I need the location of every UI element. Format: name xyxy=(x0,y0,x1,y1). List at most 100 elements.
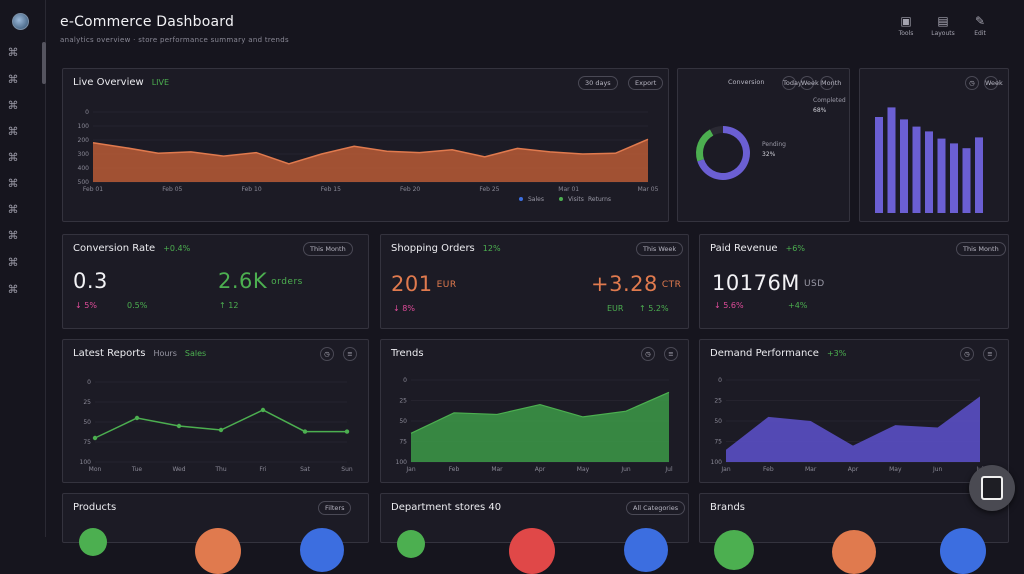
y-tick-label: 75 xyxy=(399,439,407,446)
trend-menu-button[interactable]: ≡ xyxy=(664,347,678,361)
legend-visits: Visits xyxy=(568,196,584,203)
brand-circle-blue[interactable] xyxy=(940,528,986,574)
conversion-val1: 68% xyxy=(813,107,827,114)
weekly-menu-button[interactable]: Week xyxy=(984,76,1003,90)
department-circle-red[interactable] xyxy=(509,528,555,574)
header-edit-button[interactable]: ✎ Edit xyxy=(962,12,998,37)
trend-title: Trends xyxy=(391,348,424,359)
notebook-icon xyxy=(981,476,1003,500)
trend-info-button[interactable]: ◷ xyxy=(641,347,655,361)
sidebar-item-marketing-icon[interactable]: ⌘ xyxy=(7,203,19,216)
edit-icon: ✎ xyxy=(974,14,986,28)
x-tick-label: Sat xyxy=(300,466,310,473)
layout-icon: ▤ xyxy=(937,14,949,28)
bar-0 xyxy=(875,117,883,213)
stat2-currency: EUR xyxy=(607,304,624,313)
x-tick-label: Jul xyxy=(664,466,673,473)
x-tick-label: Feb xyxy=(449,466,460,473)
trend-area xyxy=(411,392,669,462)
overview-range-button[interactable]: 30 days xyxy=(578,76,618,90)
y-tick-label: 50 xyxy=(83,419,91,426)
department-circle-green[interactable] xyxy=(397,530,425,558)
bar-3 xyxy=(912,126,921,213)
weekly-info-button[interactable]: ◷ xyxy=(965,76,979,90)
stat3-change: +4% xyxy=(788,301,808,310)
y-tick-label: 25 xyxy=(714,398,722,405)
floating-notebook-button[interactable] xyxy=(969,465,1015,511)
y-tick-label: 100 xyxy=(80,459,92,466)
overview-export-button[interactable]: Export xyxy=(628,76,664,90)
brand-circle-green[interactable] xyxy=(714,530,754,570)
x-tick-label: May xyxy=(577,466,590,473)
page-title: e-Commerce Dashboard xyxy=(60,14,235,30)
line-point-4 xyxy=(260,407,266,413)
conversion-today-button[interactable]: Today xyxy=(782,76,802,90)
overview-area xyxy=(93,139,648,182)
latest-reports-panel: Latest Reports Hours Sales ◷ ≡ 100 75 50 25 0 M… xyxy=(62,339,369,483)
y-tick-label: 0 xyxy=(403,377,407,384)
stat3-title: Paid Revenue +6% xyxy=(710,243,805,254)
product-circle-blue[interactable] xyxy=(300,528,344,572)
department-circle-blue[interactable] xyxy=(624,528,668,572)
conversion-month-button[interactable]: Month xyxy=(820,76,841,90)
sidebar-scrollbar[interactable] xyxy=(42,42,46,84)
product-circle-green[interactable] xyxy=(79,528,107,556)
products-panel: Products Filters xyxy=(62,493,369,574)
bar-5 xyxy=(937,138,946,213)
conversion-week-button[interactable]: Week xyxy=(800,76,819,90)
sidebar-item-settings-icon[interactable]: ⌘ xyxy=(7,229,19,242)
weekly-bar-chart xyxy=(875,107,983,213)
stat1-value: 0.3 xyxy=(73,269,108,293)
purple-info-button[interactable]: ◷ xyxy=(960,347,974,361)
sidebar-item-help-icon[interactable]: ⌘ xyxy=(7,256,19,269)
sidebar-item-customers-icon[interactable]: ⌘ xyxy=(7,125,19,138)
line-point-2 xyxy=(176,423,182,429)
sidebar-item-analytics-icon[interactable]: ⌘ xyxy=(7,151,19,164)
trends-panel: Trends ◷ ≡ 100 75 50 25 0 Jan Feb Mar Apr May Jun J… xyxy=(380,339,689,483)
sidebar-item-dashboard-icon[interactable]: ⌘ xyxy=(7,46,19,59)
x-tick-label: Feb xyxy=(763,466,774,473)
x-tick-label: Feb 10 xyxy=(241,186,261,193)
sidebar-item-orders-icon[interactable]: ⌘ xyxy=(7,73,19,86)
stat3-range-button[interactable]: This Month xyxy=(956,242,1006,256)
sidebar-item-products-icon[interactable]: ⌘ xyxy=(7,99,19,112)
purple-menu-button[interactable]: ≡ xyxy=(983,347,997,361)
products-title: Products xyxy=(73,502,117,513)
line-point-6 xyxy=(344,429,350,434)
sidebar-item-reports-icon[interactable]: ⌘ xyxy=(7,177,19,190)
y-tick-label: 300 xyxy=(78,151,90,158)
purple-area xyxy=(726,396,980,462)
donut-slice-1 xyxy=(696,129,714,162)
y-tick-label: 75 xyxy=(83,439,91,446)
header-layouts-button[interactable]: ▤ Layouts xyxy=(925,12,961,37)
product-circle-orange[interactable] xyxy=(195,528,241,574)
line-info-button[interactable]: ◷ xyxy=(320,347,334,361)
line-menu-button[interactable]: ≡ xyxy=(343,347,357,361)
stat1-side-value: 2.6K orders xyxy=(218,269,303,293)
department-filter-button[interactable]: All Categories xyxy=(626,501,686,515)
x-tick-label: Jun xyxy=(620,466,631,473)
products-filter-button[interactable]: Filters xyxy=(318,501,352,515)
x-tick-label: Fri xyxy=(259,466,266,473)
conversion-title: Conversion xyxy=(728,78,765,86)
line-point-5 xyxy=(302,429,308,434)
stat1-range-button[interactable]: This Month xyxy=(303,242,353,256)
trend-chart: 100 75 50 25 0 Jan Feb Mar Apr May Jun Jul xyxy=(396,377,673,473)
stat2-value: 201 EUR xyxy=(391,272,457,296)
line-point-1 xyxy=(134,415,140,421)
y-tick-label: 0 xyxy=(87,379,91,386)
overview-chart: 500 400 300 200 100 0 Feb 01 Feb 05 Feb 10 Feb 15… xyxy=(78,109,659,203)
header-tools-button[interactable]: ▣ Tools xyxy=(888,12,924,37)
y-tick-label: 100 xyxy=(78,123,90,130)
y-tick-label: 25 xyxy=(399,398,407,405)
x-tick-label: Mar xyxy=(805,466,817,473)
sidebar-item-logout-icon[interactable]: ⌘ xyxy=(7,283,19,296)
stat2-range-button[interactable]: This Week xyxy=(636,242,684,256)
stat1-rate: 0.5% xyxy=(127,301,148,310)
demand-performance-panel: Demand Performance +3% ◷ ≡ 100 75 50 25 0 Jan F… xyxy=(699,339,1009,483)
globe-logo-icon[interactable] xyxy=(12,13,29,30)
bar-6 xyxy=(950,143,958,213)
conversion-panel: Conversion Today Week Month Completed 68… xyxy=(677,68,850,222)
bar-2 xyxy=(900,119,908,213)
x-tick-label: Jun xyxy=(932,466,943,473)
